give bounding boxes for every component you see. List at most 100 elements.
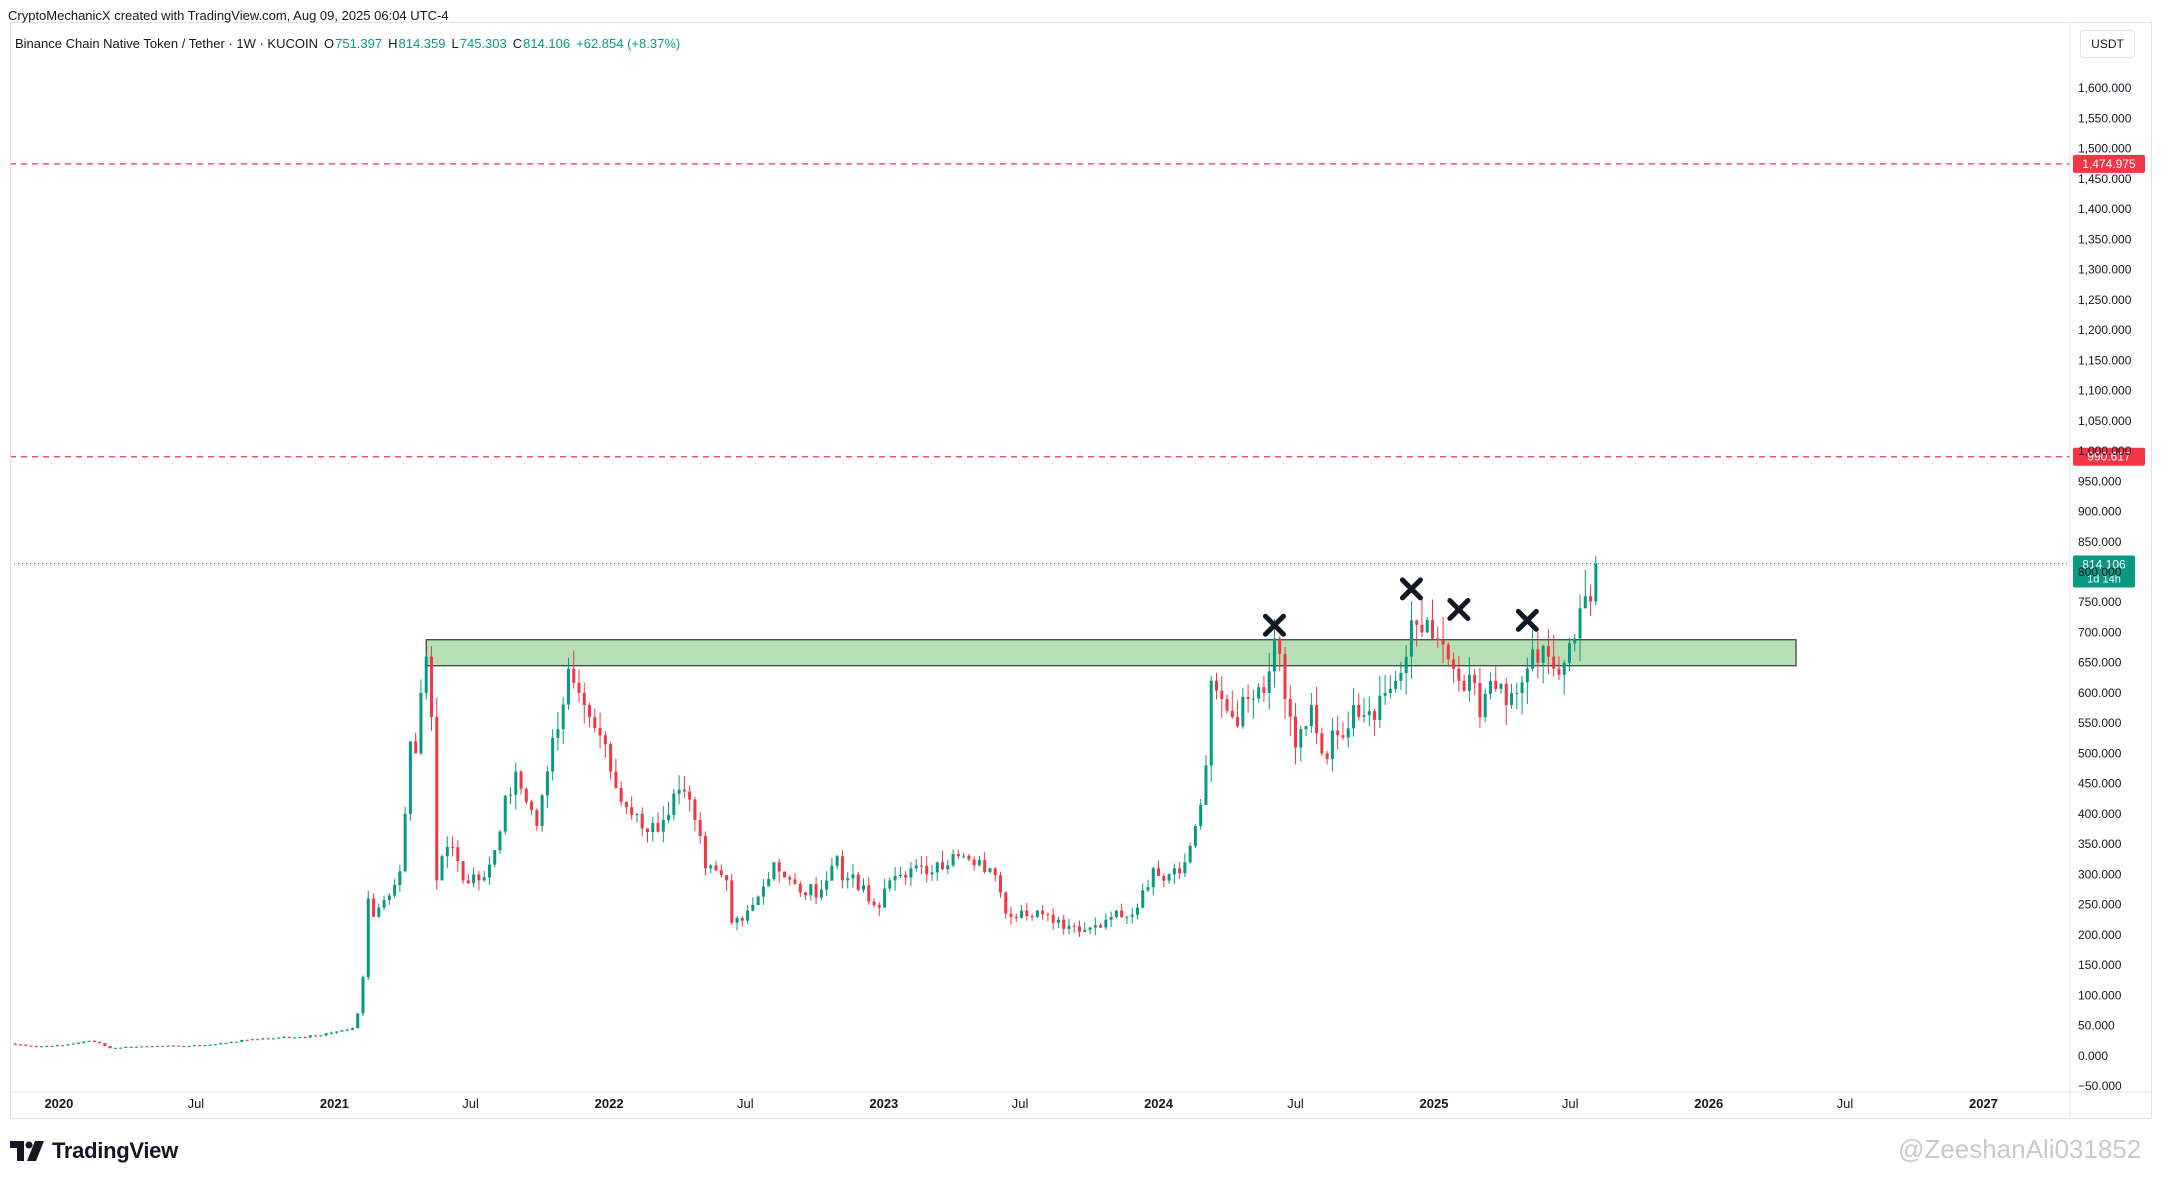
candle-body: [266, 1038, 270, 1040]
candle-body: [1167, 874, 1171, 881]
candle-body: [946, 865, 950, 870]
candle-body: [377, 907, 381, 917]
candle-body: [819, 889, 823, 898]
candle-body: [935, 862, 939, 873]
candle-body: [445, 846, 449, 857]
candle-body: [1409, 620, 1413, 657]
candle-body: [1151, 868, 1155, 888]
candle-body: [1262, 687, 1266, 693]
candle-body: [1209, 680, 1213, 766]
candle-body: [124, 1047, 128, 1049]
candle-body: [1078, 926, 1082, 932]
candle-body: [408, 741, 412, 814]
candle-body: [1320, 733, 1324, 754]
candle-body: [429, 656, 433, 718]
y-tick-label: 1,250.000: [2078, 293, 2132, 307]
resistance-zone: [425, 639, 1797, 667]
candle-body: [250, 1039, 254, 1041]
candle-body: [203, 1045, 207, 1047]
candle-body: [883, 888, 887, 908]
candle-body: [835, 856, 839, 866]
candle-body: [382, 900, 386, 908]
ohlc-open: O 751.397: [323, 36, 383, 51]
y-tick-label: 750.000: [2078, 595, 2122, 609]
x-tick-label: Jul: [1562, 1096, 1579, 1111]
x-tick-label: 2026: [1694, 1096, 1723, 1111]
y-tick-label: 1,350.000: [2078, 232, 2132, 246]
y-tick-label: 1,600.000: [2078, 81, 2132, 95]
candle-body: [1172, 868, 1176, 875]
candle-body: [914, 865, 918, 869]
x-tick-label: 2025: [1420, 1096, 1449, 1111]
axes: −50.000 0.000 50.000 100.000 150.000 200.000 2…: [10, 22, 2152, 1118]
candle-body: [798, 883, 802, 893]
candle-body: [672, 793, 676, 815]
candle-body: [498, 831, 502, 851]
x-marker-stroke: [1262, 613, 1286, 637]
candle-body: [761, 886, 765, 897]
candle-body: [414, 741, 418, 754]
candle-body: [1183, 862, 1187, 874]
candle-body: [466, 880, 470, 884]
candle-body: [767, 879, 771, 887]
candle-body: [698, 819, 702, 836]
candle-body: [1062, 919, 1066, 929]
symbol-description[interactable]: Binance Chain Native Token / Tether · 1W…: [15, 36, 318, 51]
resistance-zone-layer: [425, 639, 1797, 667]
candle-body: [1257, 687, 1261, 699]
candle-body: [1478, 683, 1482, 718]
candle-body: [1341, 735, 1345, 738]
currency-button[interactable]: USDT: [2080, 30, 2135, 58]
candle-body: [582, 692, 586, 706]
y-tick-label: 550.000: [2078, 716, 2122, 730]
candle-body: [661, 819, 665, 832]
x-tick-label: Jul: [462, 1096, 479, 1111]
candle-body: [782, 871, 786, 878]
candle-body: [509, 794, 513, 796]
candle-body: [192, 1045, 196, 1047]
candle-body: [551, 737, 555, 772]
candle-body: [1188, 845, 1192, 863]
symbol-legend[interactable]: Binance Chain Native Token / Tether · 1W…: [15, 36, 680, 51]
candle-body: [746, 910, 750, 921]
candle-body: [1162, 875, 1166, 881]
candle-body: [856, 874, 860, 890]
candle-body: [561, 704, 565, 730]
tradingview-logo[interactable]: TradingView: [10, 1138, 178, 1164]
candle-body: [182, 1046, 186, 1048]
x-marker-stroke: [1447, 597, 1471, 621]
candle-body: [967, 855, 971, 860]
attribution-text: CryptoMechanicX created with TradingView…: [8, 8, 449, 23]
candle-body: [235, 1041, 239, 1043]
candle-body: [1267, 671, 1271, 693]
candle-body: [145, 1046, 149, 1048]
x-tick-label: Jul: [1837, 1096, 1854, 1111]
x-marker-icon: [1515, 608, 1539, 632]
watermark-text: @ZeeshanAli031852: [1898, 1134, 2142, 1164]
candle-body: [545, 771, 549, 796]
candle-body: [493, 850, 497, 865]
candle-body: [925, 865, 929, 875]
candle-body: [119, 1047, 123, 1049]
ohlc-high: H 814.359: [388, 36, 446, 51]
candle-body: [1288, 698, 1292, 717]
y-tick-label: 1,300.000: [2078, 263, 2132, 277]
candle-body: [303, 1037, 307, 1039]
candle-body: [909, 868, 913, 878]
candle-body: [229, 1042, 233, 1044]
candle-body: [1104, 919, 1108, 928]
candle-body: [719, 870, 723, 876]
candle-body: [477, 874, 481, 881]
candle-body: [756, 896, 760, 906]
candle-body: [1488, 680, 1492, 694]
candle-body: [1030, 916, 1034, 918]
candle-body: [1130, 914, 1134, 917]
candle-body: [603, 735, 607, 745]
candle-body: [709, 865, 713, 869]
candle-body: [645, 828, 649, 833]
candle-body: [398, 871, 402, 885]
candle-body: [1230, 710, 1234, 718]
candle-body: [1304, 726, 1308, 730]
tradingview-logo-icon: [10, 1141, 44, 1161]
